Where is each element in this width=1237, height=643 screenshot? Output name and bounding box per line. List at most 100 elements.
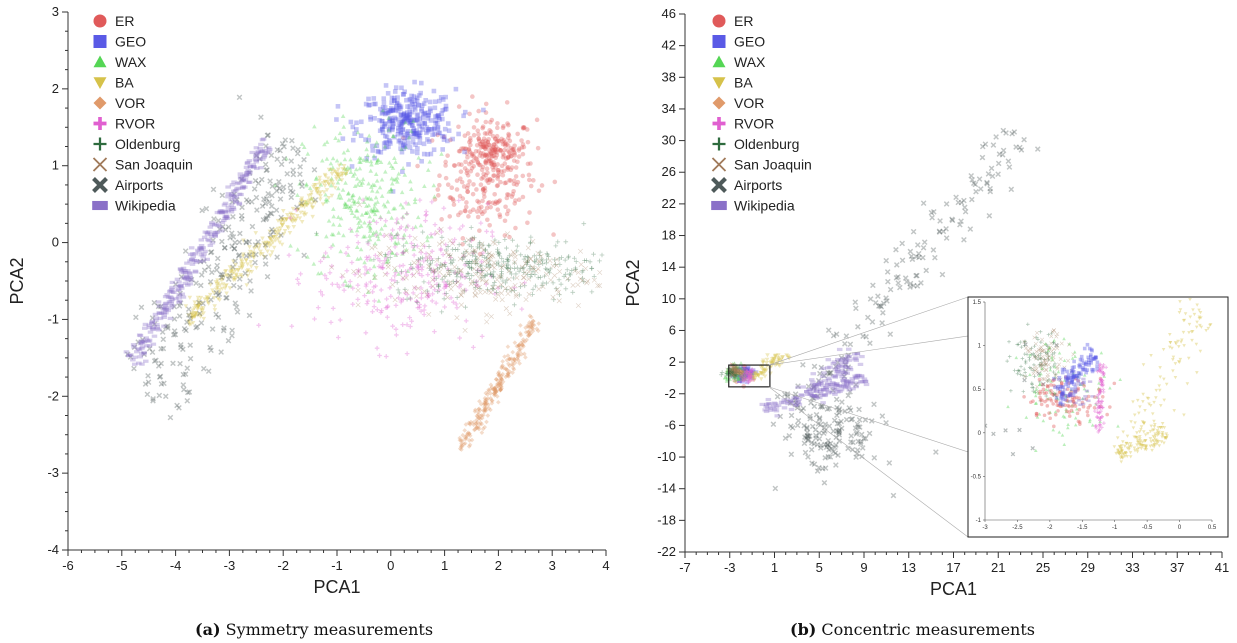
b-data-point (832, 450, 839, 457)
b-y-tick-label: 2 (669, 354, 676, 369)
a-data-point (449, 260, 455, 265)
b-data-point (731, 364, 736, 370)
a-data-point (611, 267, 616, 272)
b-data-point (780, 401, 787, 405)
b-data-point (921, 239, 928, 246)
a-data-point (141, 351, 147, 358)
b-data-point (771, 356, 776, 361)
a-data-point (516, 358, 521, 363)
a-data-point (203, 205, 210, 212)
a-data-point (373, 101, 378, 107)
b-inset-data-point (1094, 356, 1098, 360)
a-data-point (557, 262, 563, 267)
a-data-point (426, 110, 431, 116)
a-data-point (351, 192, 356, 198)
a-data-point (476, 108, 481, 114)
b-data-point (814, 468, 821, 474)
b-inset-data-point (1065, 377, 1070, 382)
b-data-point (857, 438, 864, 445)
a-data-point (141, 340, 148, 344)
b-data-point (836, 438, 843, 444)
b-data-point (739, 379, 745, 384)
a-data-point (348, 227, 353, 232)
a-data-point (482, 400, 488, 406)
a-data-point (213, 280, 219, 285)
a-data-point (192, 269, 199, 273)
b-inset-data-point (1070, 365, 1075, 370)
a-data-point (392, 98, 397, 103)
a-data-point (530, 269, 536, 274)
a-data-point (407, 115, 412, 120)
a-data-point (511, 181, 517, 187)
a-data-point (562, 257, 568, 263)
a-data-point (337, 176, 343, 182)
a-data-point (458, 282, 464, 288)
a-data-point (404, 210, 410, 216)
a-data-point (341, 150, 347, 155)
b-inset-data-point (1119, 447, 1124, 451)
b-inset-data-point (1119, 460, 1124, 464)
b-inset-data-point (1097, 427, 1102, 432)
a-data-point (421, 258, 427, 264)
a-data-point (478, 142, 484, 147)
a-data-point (240, 186, 246, 190)
b-data-point (839, 369, 846, 373)
a-data-point (428, 284, 434, 289)
a-data-point (485, 392, 490, 397)
a-data-point (401, 111, 407, 117)
b-inset-data-point (1047, 411, 1051, 415)
a-data-point (237, 175, 244, 179)
a-data-point (485, 201, 491, 207)
a-data-point (393, 177, 399, 182)
a-data-point (454, 315, 460, 321)
a-data-point (476, 407, 481, 412)
b-inset-data-point (1058, 357, 1063, 362)
a-data-point (390, 323, 395, 329)
a-data-point (232, 200, 239, 204)
a-data-point (352, 199, 358, 204)
a-data-point (483, 390, 489, 396)
a-data-point (252, 242, 259, 248)
b-inset-data-point (1102, 372, 1106, 376)
a-data-point (429, 234, 434, 239)
a-data-point (597, 269, 603, 276)
a-data-point (158, 311, 165, 315)
a-data-point (362, 234, 368, 239)
a-data-point (231, 193, 237, 197)
a-data-point (205, 264, 212, 270)
a-data-point (448, 257, 454, 263)
b-data-point (751, 374, 756, 380)
a-data-point (156, 392, 163, 399)
b-inset-data-point (1051, 392, 1056, 397)
b-inset-data-point (1142, 430, 1146, 434)
a-data-point (262, 242, 269, 248)
a-data-point (589, 265, 595, 271)
a-data-point (187, 282, 194, 286)
a-data-point (442, 274, 448, 279)
a-data-point (462, 239, 468, 244)
a-data-point (432, 125, 437, 131)
b-inset-data-point (1097, 411, 1102, 416)
a-data-point (390, 107, 396, 113)
a-data-point (420, 120, 426, 126)
b-inset-data-point (1044, 368, 1049, 373)
a-data-point (419, 106, 424, 112)
b-data-point (818, 389, 824, 393)
a-data-point (317, 197, 323, 202)
b-data-point (1009, 130, 1015, 137)
a-data-point (485, 200, 491, 206)
b-data-point (746, 369, 751, 375)
a-data-point (233, 262, 238, 268)
a-data-point (419, 124, 425, 130)
b-inset-data-point (1088, 403, 1092, 408)
b-data-point (843, 365, 850, 369)
a-data-point (365, 210, 371, 215)
a-data-point (484, 154, 490, 159)
a-data-point (553, 243, 559, 249)
a-data-point (180, 346, 186, 353)
b-inset-data-point (1032, 355, 1037, 360)
a-data-point (418, 250, 424, 255)
b-inset-data-point (1053, 365, 1057, 369)
b-inset-data-point (1040, 376, 1045, 381)
a-data-point (417, 140, 423, 146)
